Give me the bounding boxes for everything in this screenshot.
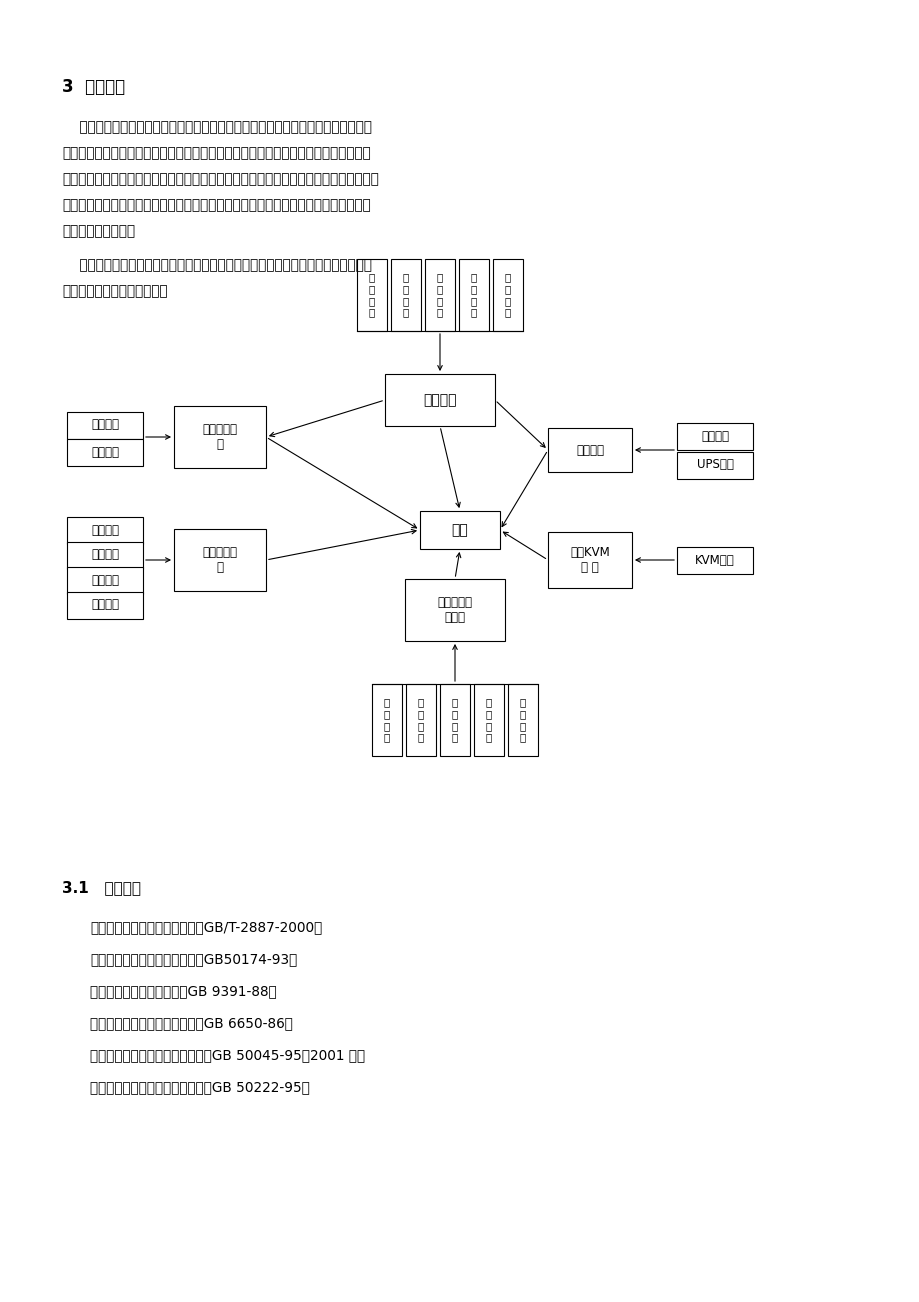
Text: 防雷接地: 防雷接地 xyxy=(91,548,119,561)
Bar xyxy=(425,259,455,331)
Bar xyxy=(67,517,142,543)
Text: 吊
顶
工
程: 吊 顶 工 程 xyxy=(403,272,409,318)
Text: 《电子计算机机房设计规范》（GB50174-93）: 《电子计算机机房设计规范》（GB50174-93） xyxy=(90,952,297,966)
Bar xyxy=(404,579,505,641)
Bar xyxy=(384,374,494,426)
Text: 3.1   设计依据: 3.1 设计依据 xyxy=(62,880,141,894)
Bar xyxy=(459,259,489,331)
Text: 安防系统: 安防系统 xyxy=(91,523,119,536)
Bar xyxy=(405,684,436,756)
Bar xyxy=(439,684,470,756)
Text: 机房配电: 机房配电 xyxy=(575,444,604,457)
Text: 辅
助
监
控: 辅 助 监 控 xyxy=(519,698,526,742)
Text: 地
面
工
程: 地 面 工 程 xyxy=(369,272,375,318)
Text: 门
窗
工
程: 门 窗 工 程 xyxy=(471,272,477,318)
Text: 消防系统: 消防系统 xyxy=(91,573,119,586)
Text: 墙
面
工
程: 墙 面 工 程 xyxy=(505,272,511,318)
Text: 机房装修: 机房装修 xyxy=(423,393,456,408)
Text: 门禁系统: 门禁系统 xyxy=(91,599,119,612)
Text: 能为系统管理员创造一个舒适的工作环境，能够满足系统管理人员对温度、湿度、洁净: 能为系统管理员创造一个舒适的工作环境，能够满足系统管理人员对温度、湿度、洁净 xyxy=(62,146,370,160)
Bar xyxy=(391,259,421,331)
Bar xyxy=(548,428,631,473)
Text: 心机房，相关建设内容如下：: 心机房，相关建设内容如下： xyxy=(62,284,167,298)
Text: 空
调
监
控: 空 调 监 控 xyxy=(417,698,424,742)
Text: 计算机机房既要保障机房设备安全可靠的正常运行，延长计算机系统使用寿命，又: 计算机机房既要保障机房设备安全可靠的正常运行，延长计算机系统使用寿命，又 xyxy=(62,120,371,134)
Bar xyxy=(357,259,387,331)
Bar xyxy=(420,510,499,549)
Bar xyxy=(67,439,142,466)
Bar xyxy=(67,566,142,594)
Text: 温
度
监
控: 温 度 监 控 xyxy=(451,698,458,742)
Text: 隔
断
工
程: 隔 断 工 程 xyxy=(437,272,443,318)
Text: KVM系统: KVM系统 xyxy=(695,553,734,566)
Text: 机房KVM
管 理: 机房KVM 管 理 xyxy=(570,546,609,574)
Bar xyxy=(174,406,266,467)
Text: 精密空调: 精密空调 xyxy=(91,418,119,431)
Bar xyxy=(67,591,142,618)
Bar xyxy=(67,411,142,439)
Text: 《计算站场地安全要求》（GB 9391-88）: 《计算站场地安全要求》（GB 9391-88） xyxy=(90,984,277,999)
Text: 度、电磁场强度、噪音干扰、安全保安、防漏、电源质量、振动、防雷和接地等的要求。: 度、电磁场强度、噪音干扰、安全保安、防漏、电源质量、振动、防雷和接地等的要求。 xyxy=(62,172,379,186)
Text: UPS系统: UPS系统 xyxy=(696,458,732,471)
Text: 湿
度
监
控: 湿 度 监 控 xyxy=(485,698,492,742)
Text: 《电子计算机场地通用规范》（GB/T-2887-2000）: 《电子计算机场地通用规范》（GB/T-2887-2000） xyxy=(90,921,322,934)
Text: 机房环境监
控系统: 机房环境监 控系统 xyxy=(437,596,472,624)
Text: 新风系统: 新风系统 xyxy=(91,445,119,458)
Bar xyxy=(67,542,142,569)
Text: 电
源
监
控: 电 源 监 控 xyxy=(383,698,390,742)
Bar xyxy=(676,452,752,479)
Text: 为满足以上网络建设的目标，并且解决现在存在的问题，在办公楼五层设置一个核: 为满足以上网络建设的目标，并且解决现在存在的问题，在办公楼五层设置一个核 xyxy=(62,258,371,272)
Bar xyxy=(473,684,504,756)
Text: 《建筑内部装修设计防火规范》（GB 50222-95）: 《建筑内部装修设计防火规范》（GB 50222-95） xyxy=(90,1079,310,1094)
Bar xyxy=(493,259,522,331)
Text: 所以，一个合格的现代化计算机机房，应该是一个安全可靠、舒适实用、节能高效和具: 所以，一个合格的现代化计算机机房，应该是一个安全可靠、舒适实用、节能高效和具 xyxy=(62,198,370,212)
Bar xyxy=(174,529,266,591)
Bar xyxy=(548,533,631,589)
Bar xyxy=(507,684,538,756)
Text: 供电设计: 供电设计 xyxy=(700,430,728,443)
Text: 精密空调系
统: 精密空调系 统 xyxy=(202,423,237,450)
Text: 《防静电活动地板通用规范》（GB 6650-86）: 《防静电活动地板通用规范》（GB 6650-86） xyxy=(90,1016,292,1030)
Bar xyxy=(371,684,402,756)
Text: 有可扩充性的机房。: 有可扩充性的机房。 xyxy=(62,224,135,238)
Text: 机房安全系
统: 机房安全系 统 xyxy=(202,546,237,574)
Text: 3  机房建设: 3 机房建设 xyxy=(62,78,125,96)
Text: 机房: 机房 xyxy=(451,523,468,536)
Bar xyxy=(676,423,752,449)
Text: 《高层民用建筑设计防火规范》（GB 50045-95）2001 年版: 《高层民用建筑设计防火规范》（GB 50045-95）2001 年版 xyxy=(90,1048,365,1062)
Bar xyxy=(676,547,752,573)
